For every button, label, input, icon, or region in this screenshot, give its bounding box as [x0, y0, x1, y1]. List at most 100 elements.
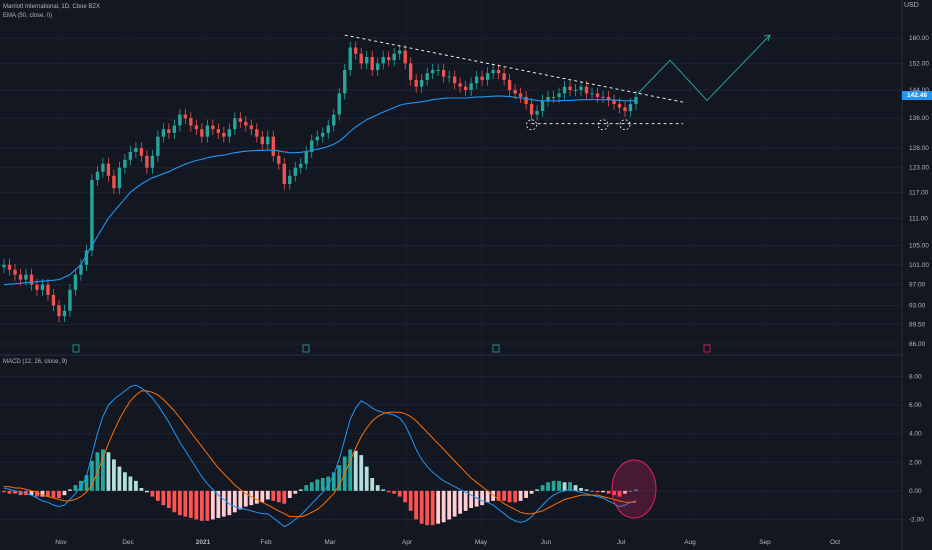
- candle-body: [557, 93, 561, 97]
- candle-body: [354, 47, 358, 54]
- histogram-bar: [634, 489, 638, 491]
- time-tick-label: May: [475, 539, 488, 546]
- candle-body: [485, 73, 490, 80]
- time-tick-label: Nov: [55, 539, 67, 546]
- candle-body: [474, 76, 479, 84]
- signal-line: [4, 390, 636, 518]
- candle-body: [321, 132, 325, 137]
- candle-body: [150, 155, 155, 168]
- macd-legend: MACD (12, 26, close, 9): [3, 359, 68, 365]
- candle-body: [370, 56, 374, 70]
- time-tick-label: Sep: [759, 539, 771, 546]
- candle-body: [24, 274, 28, 280]
- histogram-bar: [293, 490, 298, 494]
- candle-body: [463, 86, 468, 91]
- candle-body: [601, 96, 605, 98]
- chart-title: Marriott International, 1D, Cboe BZX: [3, 4, 101, 10]
- price-tick-label: 160.00: [909, 35, 929, 42]
- histogram-bar: [551, 480, 556, 491]
- candle-body: [529, 103, 534, 115]
- price-tick-label: 123.00: [909, 165, 929, 172]
- histogram-bar: [133, 480, 138, 491]
- candle-body: [535, 111, 539, 115]
- histogram-bar: [260, 490, 265, 503]
- histogram-bar: [282, 490, 287, 504]
- candle-body: [365, 56, 369, 64]
- histogram-bar: [386, 490, 391, 493]
- histogram-bar: [628, 490, 633, 492]
- histogram-bar: [254, 490, 259, 504]
- histogram-bar: [205, 490, 210, 521]
- histogram-bar: [304, 485, 309, 491]
- candle-body: [326, 125, 330, 133]
- candle-body: [90, 179, 94, 251]
- time-tick-label: Feb: [260, 539, 272, 546]
- earnings-marker: [72, 344, 80, 353]
- macd-line: [3, 384, 637, 528]
- histogram-bar: [419, 490, 424, 524]
- histogram-bar: [392, 490, 397, 494]
- histogram-bar: [370, 478, 375, 491]
- candle-body: [387, 56, 391, 61]
- histogram-bar: [513, 490, 518, 503]
- candle-body: [551, 96, 556, 98]
- histogram-bar: [562, 482, 567, 491]
- candle-body: [51, 294, 56, 306]
- histogram-bar: [249, 490, 254, 506]
- candle-body: [496, 69, 501, 74]
- histogram-bar: [359, 455, 364, 491]
- histogram-bar: [166, 490, 171, 508]
- candle-body: [419, 79, 424, 87]
- time-tick-label: Aug: [684, 539, 696, 546]
- price-pane[interactable]: [2, 41, 638, 323]
- price-tick-label: 144.00: [909, 87, 929, 94]
- histogram-bar: [502, 490, 507, 501]
- highlight-ellipse: [611, 459, 657, 519]
- macd-tick-label: 8.00: [909, 374, 922, 381]
- histogram-bar: [122, 472, 127, 491]
- histogram-bar: [35, 490, 39, 497]
- candle-body: [178, 114, 182, 126]
- histogram-bar: [612, 490, 616, 496]
- candle-body: [408, 63, 413, 80]
- candle-body: [2, 264, 6, 268]
- candle-body: [430, 69, 435, 74]
- bottom-marker: [526, 119, 537, 131]
- earnings-marker: [492, 344, 500, 353]
- candle-body: [590, 93, 594, 95]
- macd-pane[interactable]: [2, 384, 657, 528]
- histogram-bar: [463, 490, 468, 511]
- histogram-bar: [557, 480, 561, 491]
- price-tick-label: 128.00: [909, 145, 929, 152]
- histogram-bar: [403, 490, 408, 503]
- histogram-bar: [161, 490, 166, 506]
- histogram-bar: [210, 490, 215, 520]
- candle-body: [293, 167, 297, 176]
- histogram-bar: [243, 490, 248, 507]
- histogram-bar: [535, 489, 539, 491]
- candle-body: [628, 103, 633, 112]
- histogram-bar: [425, 490, 430, 526]
- candle-body: [507, 79, 512, 91]
- histogram-bar: [51, 490, 56, 498]
- histogram-bar: [507, 490, 512, 503]
- histogram-bar: [150, 490, 155, 497]
- candle-body: [403, 50, 407, 64]
- price-tick-label: 86.00: [909, 341, 926, 348]
- histogram-bar: [271, 490, 276, 501]
- candle-body: [145, 155, 149, 168]
- candle-body: [95, 171, 100, 180]
- price-tick-label: 105.00: [909, 243, 929, 250]
- candle-body: [84, 250, 89, 265]
- candle-body: [452, 76, 457, 84]
- price-tick-label: 111.00: [909, 215, 928, 222]
- histogram-bar: [320, 478, 325, 491]
- histogram-bar: [469, 490, 474, 508]
- candle-body: [436, 69, 440, 71]
- histogram-bar: [458, 490, 463, 514]
- drawing-annotations: [72, 34, 771, 353]
- candle-body: [271, 136, 275, 156]
- time-axis: Nov Dec 2021 Feb Mar Apr May Jun Jul Aug Sep Oct: [55, 539, 840, 546]
- histogram-bar: [2, 490, 6, 493]
